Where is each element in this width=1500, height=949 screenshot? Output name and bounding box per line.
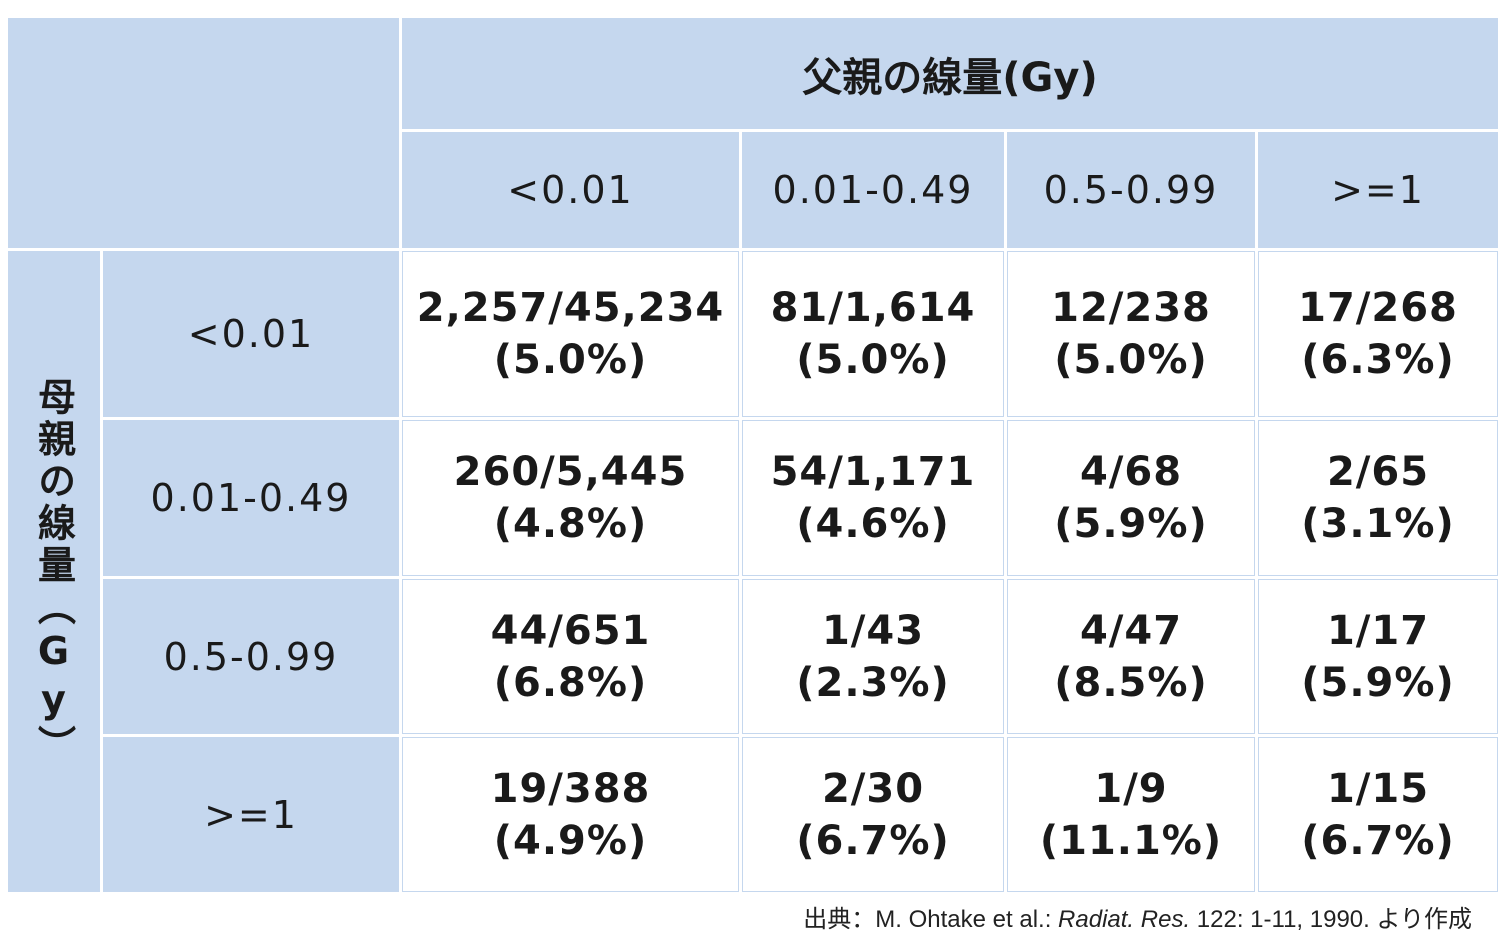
table-cell: 17/268 (6.3%) [1258, 251, 1498, 417]
table-cell: 2/30 (6.7%) [742, 737, 1004, 892]
cell-percent: (5.0%) [1054, 337, 1208, 383]
cell-count: 19/388 [490, 765, 651, 812]
mother-dose-title: 母親の線量（Gy） [8, 251, 100, 892]
cell-percent: (6.3%) [1301, 337, 1455, 383]
cell-percent: (4.9%) [493, 817, 648, 864]
cell-count: 81/1,614 [770, 285, 976, 331]
father-dose-title: 父親の線量(Gy) [402, 18, 1498, 129]
cell-count: 1/15 [1326, 765, 1430, 812]
table-cell: 81/1,614 (5.0%) [742, 251, 1004, 417]
cell-count: 2/30 [821, 765, 925, 812]
table-cell: 4/47 (8.5%) [1007, 579, 1255, 734]
cell-count: 44/651 [490, 607, 651, 654]
cell-percent: (4.8%) [493, 501, 648, 547]
table-cell: 44/651 (6.8%) [402, 579, 739, 734]
col-header: >=1 [1258, 132, 1498, 248]
table-cell: 54/1,171 (4.6%) [742, 420, 1004, 576]
row-header: 0.5-0.99 [103, 579, 399, 734]
col-header: 0.01-0.49 [742, 132, 1004, 248]
table-cell: 260/5,445 (4.8%) [402, 420, 739, 576]
table-cell: 2/65 (3.1%) [1258, 420, 1498, 576]
cell-count: 17/268 [1298, 285, 1458, 331]
table-cell: 1/17 (5.9%) [1258, 579, 1498, 734]
cell-count: 4/47 [1079, 607, 1183, 654]
cell-percent: (4.6%) [796, 501, 950, 547]
cell-count: 12/238 [1051, 285, 1211, 331]
cell-percent: (8.5%) [1054, 659, 1208, 706]
cell-count: 1/43 [821, 607, 925, 654]
source-prefix: 出典：M. Ohtake et al.: [803, 906, 1059, 933]
cell-percent: (3.1%) [1301, 501, 1455, 547]
row-header: <0.01 [103, 251, 399, 417]
cell-count: 1/9 [1094, 765, 1168, 812]
corner-cell [8, 18, 399, 248]
table-cell: 1/43 (2.3%) [742, 579, 1004, 734]
cell-percent: (5.0%) [493, 337, 648, 383]
table-cell: 2,257/45,234 (5.0%) [402, 251, 739, 417]
col-header: <0.01 [402, 132, 739, 248]
source-citation: 出典：M. Ohtake et al.: Radiat. Res. 122: 1… [803, 899, 1472, 934]
cell-count: 1/17 [1326, 607, 1430, 654]
cell-percent: (5.9%) [1054, 501, 1208, 547]
table-cell: 12/238 (5.0%) [1007, 251, 1255, 417]
row-header: >=1 [103, 737, 399, 892]
cell-percent: (5.0%) [796, 337, 950, 383]
table-cell: 1/15 (6.7%) [1258, 737, 1498, 892]
cell-percent: (2.3%) [796, 659, 950, 706]
col-header: 0.5-0.99 [1007, 132, 1255, 248]
cell-count: 4/68 [1079, 449, 1183, 495]
cell-count: 54/1,171 [770, 449, 976, 495]
table-cell: 1/9 (11.1%) [1007, 737, 1255, 892]
table-cell: 19/388 (4.9%) [402, 737, 739, 892]
source-journal: Radiat. Res. [1058, 906, 1191, 933]
cell-count: 260/5,445 [453, 449, 688, 495]
source-suffix: 122: 1-11, 1990. より作成 [1190, 906, 1472, 933]
cell-percent: (11.1%) [1039, 817, 1223, 864]
cell-count: 2,257/45,234 [416, 285, 725, 331]
dose-table: 父親の線量(Gy) <0.01 0.01-0.49 0.5-0.99 >=1 母… [8, 18, 1498, 892]
table-cell: 4/68 (5.9%) [1007, 420, 1255, 576]
cell-percent: (6.7%) [1301, 817, 1455, 864]
row-header: 0.01-0.49 [103, 420, 399, 576]
cell-percent: (5.9%) [1301, 659, 1455, 706]
cell-percent: (6.7%) [796, 817, 950, 864]
cell-count: 2/65 [1326, 449, 1430, 495]
cell-percent: (6.8%) [493, 659, 648, 706]
